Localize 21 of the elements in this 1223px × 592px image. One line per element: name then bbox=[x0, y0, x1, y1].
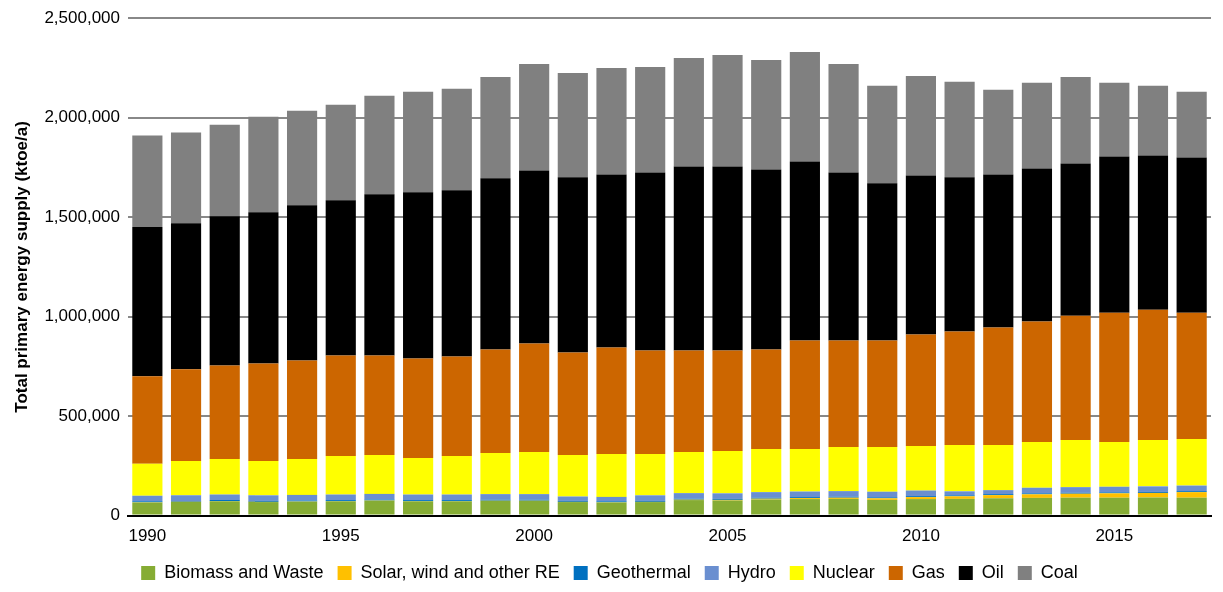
legend-label: Oil bbox=[981, 561, 1004, 582]
x-tick-label: 1990 bbox=[128, 526, 167, 546]
y-tick-label: 500,000 bbox=[58, 405, 121, 425]
legend-label: Coal bbox=[1040, 561, 1078, 582]
legend-label: Gas bbox=[911, 561, 945, 582]
x-tick-label: 2005 bbox=[708, 526, 747, 546]
legend-label: Solar, wind and other RE bbox=[360, 561, 560, 582]
legend-label: Hydro bbox=[727, 561, 776, 582]
y-tick-label: 2,000,000 bbox=[44, 107, 121, 127]
x-tick-label: 2015 bbox=[1095, 526, 1134, 546]
x-tick-label: 2000 bbox=[515, 526, 554, 546]
y-tick-label: 2,500,000 bbox=[44, 7, 121, 27]
y-tick-label: 1,000,000 bbox=[44, 306, 121, 326]
legend-label: Biomass and Waste bbox=[164, 561, 324, 582]
x-tick-label: 1995 bbox=[321, 526, 360, 546]
y-axis-title: Total primary energy supply (ktoe/a) bbox=[11, 121, 31, 413]
legend-label: Geothermal bbox=[596, 561, 691, 582]
y-tick-label: 1,500,000 bbox=[44, 206, 121, 226]
x-tick-label: 2010 bbox=[902, 526, 940, 546]
y-tick-label: 0 bbox=[110, 505, 121, 525]
legend-label: Nuclear bbox=[812, 561, 875, 582]
